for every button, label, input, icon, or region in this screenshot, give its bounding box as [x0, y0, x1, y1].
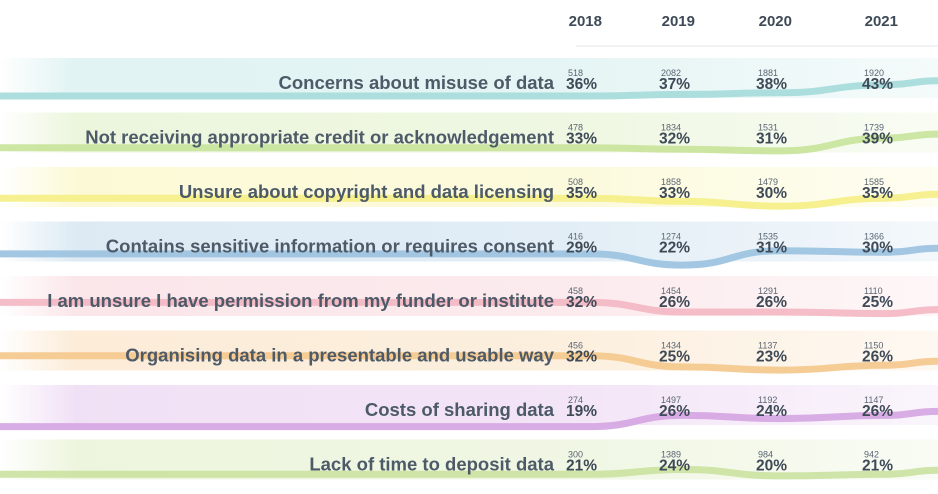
count-label: 1454: [661, 286, 681, 296]
year-header: 2019: [662, 13, 695, 30]
count-label: 416: [568, 232, 583, 242]
percent-label: 25%: [862, 294, 893, 311]
count-label: 984: [758, 450, 773, 460]
percent-label: 24%: [659, 458, 690, 475]
series-label: Organising data in a presentable and usa…: [125, 345, 554, 366]
percent-label: 20%: [756, 458, 787, 475]
series-line: [0, 190, 938, 210]
count-label: 1192: [758, 395, 777, 405]
percent-label: 31%: [756, 131, 787, 148]
percent-label: 21%: [862, 458, 893, 475]
count-label: 1858: [661, 177, 681, 187]
series-line: [0, 244, 938, 269]
count-label: 518: [568, 68, 583, 78]
percent-label: 43%: [862, 76, 893, 93]
series-label: Lack of time to deposit data: [309, 454, 554, 475]
count-label: 1110: [864, 286, 883, 296]
series-label: Costs of sharing data: [365, 399, 555, 420]
count-label: 508: [568, 177, 583, 187]
count-label: 300: [568, 450, 583, 460]
percent-label: 25%: [659, 349, 690, 366]
count-label: 1366: [864, 232, 884, 242]
percent-label: 38%: [756, 76, 787, 93]
percent-label: 32%: [566, 294, 597, 311]
count-label: 1137: [758, 341, 777, 351]
percent-label: 33%: [566, 131, 597, 148]
count-label: 1535: [758, 232, 778, 242]
percent-label: 26%: [756, 294, 787, 311]
count-label: 1920: [864, 68, 884, 78]
percent-label: 29%: [566, 240, 597, 257]
percent-label: 36%: [566, 76, 597, 93]
year-header: 2018: [569, 13, 602, 30]
percent-label: 26%: [862, 349, 893, 366]
series-label: I am unsure I have permission from my fu…: [47, 290, 554, 311]
series-label: Unsure about copyright and data licensin…: [179, 181, 554, 202]
percent-label: 35%: [566, 185, 597, 202]
count-label: 1150: [864, 341, 883, 351]
count-label: 1147: [864, 395, 883, 405]
percent-label: 32%: [566, 349, 597, 366]
percent-label: 31%: [756, 240, 787, 257]
count-label: 1291: [758, 286, 778, 296]
series-line: [0, 407, 938, 431]
percent-label: 32%: [659, 131, 690, 148]
percent-label: 24%: [756, 403, 787, 420]
series-line: [0, 77, 938, 100]
percent-label: 26%: [659, 294, 690, 311]
count-label: 1834: [661, 123, 681, 133]
percent-label: 30%: [756, 185, 787, 202]
percent-label: 26%: [862, 403, 893, 420]
count-label: 1585: [864, 177, 884, 187]
year-header: 2021: [865, 13, 898, 30]
percent-label: 19%: [566, 403, 597, 420]
count-label: 1531: [758, 123, 778, 133]
count-label: 2082: [661, 68, 681, 78]
count-label: 458: [568, 286, 583, 296]
count-label: 1434: [661, 341, 681, 351]
percent-label: 22%: [659, 240, 690, 257]
count-label: 478: [568, 123, 583, 133]
count-label: 1479: [758, 177, 778, 187]
count-label: 1274: [661, 232, 681, 242]
percent-label: 33%: [659, 185, 690, 202]
count-label: 274: [568, 395, 583, 405]
count-label: 1497: [661, 395, 681, 405]
percent-label: 35%: [862, 185, 893, 202]
series-label: Not receiving appropriate credit or ackn…: [85, 127, 554, 148]
series-line: [0, 352, 938, 374]
series-line: [0, 465, 938, 480]
percent-label: 21%: [566, 458, 597, 475]
series-label: Contains sensitive information or requir…: [106, 236, 554, 257]
series-label: Concerns about misuse of data: [279, 72, 555, 93]
count-label: 942: [864, 450, 879, 460]
year-header: 2020: [759, 13, 792, 30]
percent-label: 30%: [862, 240, 893, 257]
percent-label: 23%: [756, 349, 787, 366]
count-label: 1739: [864, 123, 884, 133]
count-label: 1389: [661, 450, 681, 460]
percent-label: 37%: [659, 76, 690, 93]
percent-label: 39%: [862, 131, 893, 148]
percent-label: 26%: [659, 403, 690, 420]
series-line: [0, 298, 938, 318]
series-wash: [0, 330, 938, 371]
count-label: 1881: [758, 68, 778, 78]
series-line: [0, 130, 938, 155]
count-label: 456: [568, 341, 583, 351]
